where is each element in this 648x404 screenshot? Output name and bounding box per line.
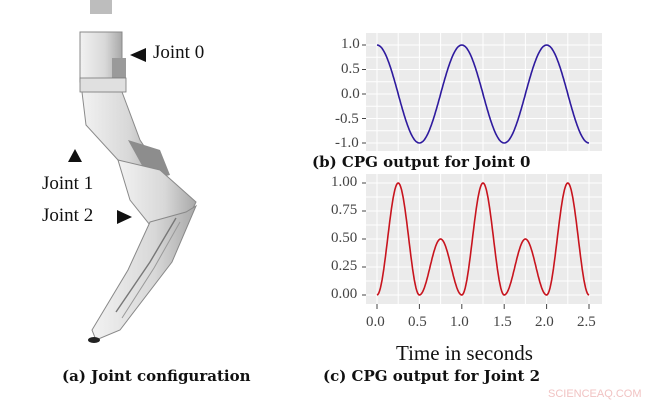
joint-2-arrow-icon — [117, 210, 132, 224]
plot-panel-b — [366, 33, 602, 151]
ytick-c: 0.75 — [331, 202, 358, 218]
cpg-line-joint-2 — [376, 182, 590, 296]
xtick-c: 1.0 — [450, 314, 469, 330]
ytick-c: 0.50 — [331, 230, 358, 246]
cpg-line-joint-0 — [376, 44, 590, 144]
watermark: SCIENCEAQ.COM — [548, 388, 642, 400]
ytick-b: -1.0 — [335, 135, 359, 151]
x-axis-label: Time in seconds — [396, 341, 533, 365]
ytick-c: 0.25 — [331, 258, 358, 274]
joint-1-arrow-icon — [68, 149, 82, 162]
xtick-c: 2.5 — [577, 314, 596, 330]
ytick-c: 0.00 — [331, 286, 358, 302]
ytick-b: 0.5 — [341, 61, 360, 77]
caption-c: (c) CPG output for Joint 2 — [323, 367, 541, 385]
joint-2-label: Joint 2 — [42, 205, 94, 226]
xtick-c: 0.5 — [408, 314, 427, 330]
joint-1-label: Joint 1 — [42, 173, 94, 194]
caption-b: (b) CPG output for Joint 0 — [312, 153, 531, 171]
joint-0-label: Joint 0 — [153, 42, 205, 63]
ytick-b: 1.0 — [341, 36, 360, 52]
xtick-c: 0.0 — [366, 314, 385, 330]
ytick-c: 1.00 — [331, 174, 358, 190]
joint-0-arrow-icon — [130, 48, 146, 62]
caption-a: (a) Joint configuration — [62, 367, 251, 385]
ytick-b: 0.0 — [341, 86, 360, 102]
ytick-b: -0.5 — [335, 111, 359, 127]
xtick-c: 1.5 — [493, 314, 512, 330]
xtick-c: 2.0 — [535, 314, 554, 330]
